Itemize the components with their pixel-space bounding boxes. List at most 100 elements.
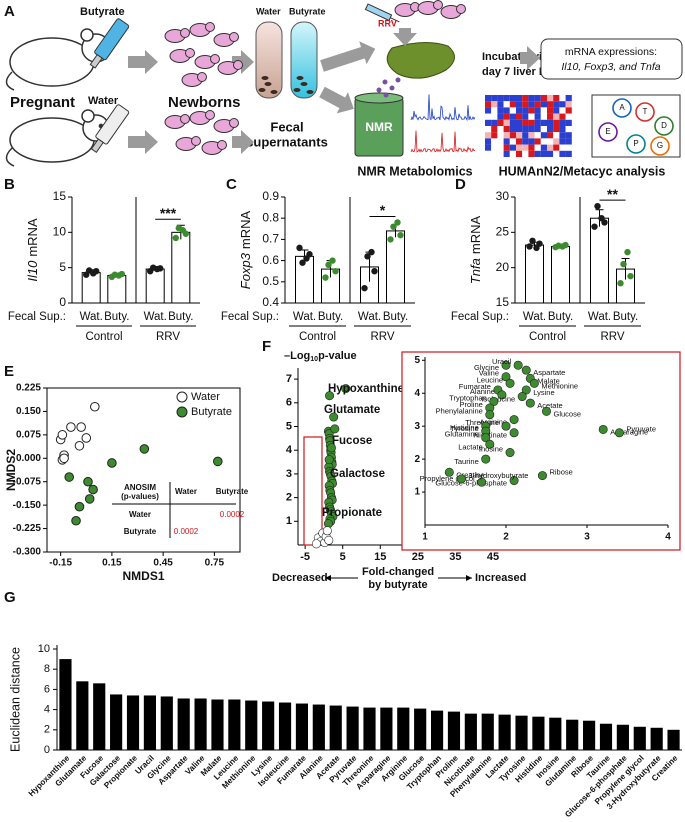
heatmap-cell xyxy=(553,119,560,126)
y-tick-label: -0.300 xyxy=(13,547,42,558)
x-tick-label: Wat. xyxy=(588,311,611,323)
y-tick-label: 0.9 xyxy=(262,189,279,203)
unit: mRNA xyxy=(238,210,253,249)
bar xyxy=(110,694,123,750)
heatmap-cell xyxy=(516,132,523,139)
bar xyxy=(616,724,629,750)
x-tick-label: 15 xyxy=(374,551,386,563)
legend-label: Water xyxy=(191,391,220,403)
heatmap-cell xyxy=(534,113,541,120)
x-axis-label: NMDS1 xyxy=(122,569,164,583)
heatmap-cell xyxy=(497,126,504,133)
point-label: Histidine xyxy=(450,423,479,432)
arrowhead xyxy=(325,575,331,581)
heatmap-cell xyxy=(553,101,560,108)
panel-label: B xyxy=(4,176,15,193)
heatmap-cell xyxy=(509,101,516,108)
data-point xyxy=(299,259,306,266)
heatmap-cell xyxy=(491,144,498,151)
heatmap-cell xyxy=(491,138,498,145)
data-point xyxy=(306,251,313,258)
data-point xyxy=(329,412,339,422)
nmr-top xyxy=(354,92,404,104)
bar xyxy=(145,268,165,304)
heatmap-cell xyxy=(522,107,529,114)
point-label: Aspartate xyxy=(533,368,565,377)
x-tick-label: 3 xyxy=(584,532,590,543)
result-text: Il10, Foxp3, and Tnfa xyxy=(561,61,660,73)
data-point xyxy=(330,424,340,434)
group-label: RRV xyxy=(156,331,180,343)
heatmap-cell xyxy=(497,150,504,157)
bar xyxy=(590,217,609,304)
point-label: Inosine xyxy=(479,445,503,454)
heatmap-cell xyxy=(534,95,541,102)
heatmap-cell xyxy=(528,138,535,145)
spectrum xyxy=(410,94,476,122)
data-point xyxy=(387,236,394,243)
y-tick-label: -0.075 xyxy=(13,476,42,487)
y-tick-label: 3 xyxy=(414,421,420,432)
heatmap-cell xyxy=(540,101,547,108)
syringe xyxy=(364,3,400,23)
bar xyxy=(312,704,325,750)
pup-head xyxy=(210,54,220,64)
pellet xyxy=(270,90,278,94)
table-row-label: Butyrate xyxy=(124,527,157,536)
y-tick-label: 0.8 xyxy=(262,210,279,224)
heatmap-cell xyxy=(509,150,516,157)
bar xyxy=(464,713,477,750)
bar xyxy=(228,699,241,750)
annotation: Galactose xyxy=(330,468,385,480)
x-axis-label: Fold-changed xyxy=(362,566,434,578)
data-point xyxy=(525,398,535,408)
y-tick-label: 6 xyxy=(286,397,292,409)
x-tick-label: 4 xyxy=(665,532,671,543)
heatmap-cell xyxy=(497,138,504,145)
heatmap-cell xyxy=(522,150,529,157)
y-tick-label: 10 xyxy=(38,643,50,655)
y-tick-label: 0 xyxy=(59,295,66,309)
x-tick-label: 2 xyxy=(503,532,509,543)
pathway-node-label: D xyxy=(661,121,667,130)
bar xyxy=(194,698,207,750)
heatmap-cell xyxy=(485,126,492,133)
group-label: RRV xyxy=(370,331,394,343)
y-tick-label: 0.225 xyxy=(16,383,41,394)
point-label: Uracil xyxy=(492,357,512,366)
heatmap-cell xyxy=(559,101,566,108)
flow-arrow xyxy=(393,28,417,46)
heatmap-cell xyxy=(547,95,554,102)
point-label: Proline xyxy=(459,400,482,409)
heatmap-cell xyxy=(565,95,572,102)
data-point xyxy=(326,443,336,453)
data-point xyxy=(509,415,519,425)
heatmap-cell xyxy=(528,113,535,120)
y-axis-label: Euclidean distance xyxy=(8,647,22,752)
tail xyxy=(5,147,15,167)
heatmap-cell xyxy=(528,132,535,139)
x-tick-label: Wat. xyxy=(523,311,546,323)
data-point xyxy=(481,454,491,464)
heatmap-cell xyxy=(565,138,572,145)
heatmap-cell xyxy=(565,150,572,157)
heatmap-cell xyxy=(559,119,566,126)
x-tick-label: 45 xyxy=(487,551,499,563)
heatmap-cell xyxy=(528,126,535,133)
significance: *** xyxy=(160,205,177,221)
table-cell: 0.0002 xyxy=(174,527,199,536)
tubes-caption: Fecal xyxy=(270,119,303,134)
data-point xyxy=(83,476,93,487)
heatmap-cell xyxy=(522,95,529,102)
heatmap-cell xyxy=(497,95,504,102)
pellet xyxy=(300,82,308,86)
heatmap-cell xyxy=(565,126,572,133)
heatmap-cell xyxy=(565,101,572,108)
y-tick-label: 20 xyxy=(496,260,510,274)
point-label: Glucose-6-phosphate xyxy=(435,479,507,488)
heatmap-cell xyxy=(528,144,535,151)
pellet xyxy=(306,90,314,94)
heatmap-cell xyxy=(509,119,516,126)
y-tick-label: 5 xyxy=(286,420,292,432)
y-axis-label: Foxp3 mRNA xyxy=(238,210,253,289)
